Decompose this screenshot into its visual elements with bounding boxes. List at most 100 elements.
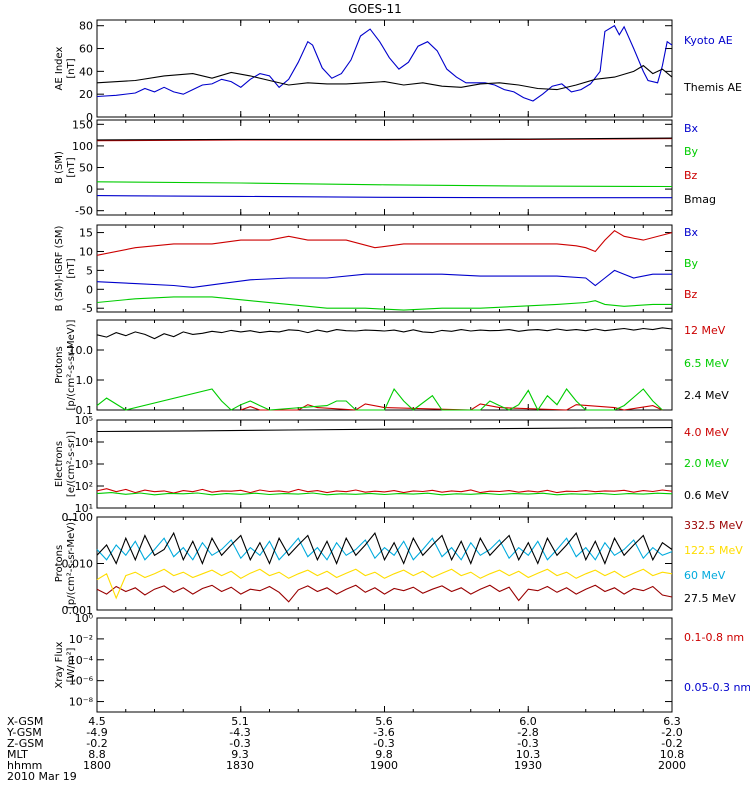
series-line [96, 269, 672, 288]
footer-value: -3.6 [373, 726, 394, 739]
series-line [96, 24, 673, 102]
legend-entry: Bz [684, 169, 698, 182]
footer-value: -0.2 [86, 737, 107, 750]
legend-entry: 6.5 MeV [684, 357, 729, 370]
y-tick-label: 5 [86, 264, 93, 277]
legend-entry: By [684, 145, 699, 158]
series-line [96, 64, 673, 91]
legend-entry: Kyoto AE [684, 34, 733, 47]
footer-row-label: hhmm [7, 759, 42, 772]
y-tick-label: 40 [79, 65, 93, 78]
footer-value: 5.1 [231, 715, 249, 728]
y-tick-label: 10⁵ [75, 414, 93, 427]
footer-value: 5.6 [375, 715, 393, 728]
y-tick-label: 100 [72, 140, 93, 153]
legend-entry: Bx [684, 122, 699, 135]
y-axis-label: [nT] [66, 157, 77, 177]
y-tick-label: 10⁻⁴ [69, 654, 94, 667]
y-axis-label: Protons [54, 346, 65, 383]
y-axis-label: [nT] [66, 58, 77, 78]
panel-5: 10¹ 10² 10³ 10⁴ 10⁵ Electrons [e/(cm²-s-sr)] 4.… [54, 414, 729, 515]
series-line [96, 427, 673, 433]
y-tick-label: 0.010 [62, 558, 94, 571]
panel-1: 0 20 40 60 80 AE Index [nT] Kyoto AE Themis AE [54, 19, 742, 124]
legend-entry: Bmag [684, 193, 716, 206]
footer-value: -4.3 [229, 726, 250, 739]
series-line [96, 327, 673, 340]
footer-value: 2000 [658, 759, 686, 772]
panel-frame [96, 516, 673, 611]
y-tick-label: -50 [75, 205, 93, 218]
y-tick-label: -5 [82, 302, 93, 315]
y-tick-label: 80 [79, 20, 93, 33]
panel-frame [96, 19, 673, 118]
series-line [96, 195, 672, 199]
footer-value: 1900 [370, 759, 398, 772]
y-tick-label: 10.0 [69, 344, 94, 357]
panel-3: -5 0 5 10 15 B (SM)-IGRF (SM) [nT] Bx By Bz [54, 224, 699, 315]
panel-4: 0.1 1.0 10.0 Protons [p/(cm²-s-sr-MeV)] 12 Me… [54, 319, 729, 417]
footer-value: 8.8 [88, 748, 106, 761]
legend-entry: Themis AE [683, 81, 742, 94]
footer-row-label: X-GSM [7, 715, 43, 728]
footer-value: 10.3 [516, 748, 541, 761]
y-tick-label: 10⁻² [69, 633, 93, 646]
y-axis-label: Protons [54, 545, 65, 582]
panel-frame [96, 617, 673, 713]
y-tick-label: 10⁻⁸ [69, 696, 94, 709]
series-line [96, 584, 673, 603]
y-tick-label: 10⁻⁶ [69, 675, 94, 688]
legend-entry: 4.0 MeV [684, 426, 729, 439]
legend-entry: Bx [684, 226, 699, 239]
footer-date: 2010 Mar 19 [7, 770, 77, 783]
footer-value: -0.3 [373, 737, 394, 750]
series-line [96, 181, 673, 188]
y-tick-label: 0.1 [76, 404, 94, 417]
legend-entry: 332.5 MeV [684, 519, 743, 532]
series-line [96, 492, 673, 496]
footer-value: 9.3 [231, 748, 249, 761]
y-tick-label: 0.100 [62, 511, 94, 524]
footer-row-label: MLT [7, 748, 28, 761]
y-tick-label: 1.0 [76, 374, 94, 387]
y-tick-label: 0 [86, 283, 93, 296]
legend-entry: 2.0 MeV [684, 457, 729, 470]
legend-entry: 0.6 MeV [684, 489, 729, 502]
footer-value: 10.8 [660, 748, 685, 761]
series-line [96, 531, 673, 565]
series-line [96, 537, 673, 561]
y-axis-label: Electrons [54, 441, 65, 487]
y-axis-label: AE Index [54, 46, 65, 90]
legend-entry: 12 MeV [684, 324, 726, 337]
y-axis-label: [e/(cm²-s-sr)] [66, 431, 77, 497]
series-line [96, 296, 672, 311]
panel-2: -50 0 50 100 150 B (SM) [nT] Bx By Bz Bmag [54, 118, 716, 217]
legend-entry: By [684, 257, 699, 270]
footer-value: -2.0 [661, 726, 682, 739]
y-tick-label: 0.001 [62, 604, 94, 617]
footer-value: 1800 [83, 759, 111, 772]
footer-value: -4.9 [86, 726, 107, 739]
y-axis-label: [p/(cm²-s-sr-MeV)] [66, 319, 77, 410]
footer-value: -0.3 [517, 737, 538, 750]
legend-entry: 0.05-0.3 nm [684, 681, 750, 694]
footer-value: 4.5 [88, 715, 106, 728]
footer-value: 9.8 [375, 748, 393, 761]
legend-entry: 2.4 MeV [684, 389, 729, 402]
y-tick-label: 10⁴ [75, 436, 94, 449]
y-axis-label: [nT] [66, 258, 77, 278]
y-axis-label: [W/m²] [66, 647, 77, 682]
y-tick-label: 10³ [75, 458, 93, 471]
panel-6: 0.001 0.010 0.100 Protons [p/(cm²-s-sr-MeV)]… [54, 511, 743, 617]
footer-row-label: Z-GSM [7, 737, 44, 750]
y-tick-label: 10⁰ [75, 612, 94, 625]
plot-title: GOES-11 [348, 2, 402, 16]
y-axis-label: Xray Flux [54, 641, 65, 688]
legend-entry: 122.5 MeV [684, 544, 743, 557]
y-tick-label: 150 [72, 118, 93, 131]
footer-value: 6.3 [663, 715, 681, 728]
y-tick-label: 10² [75, 480, 93, 493]
series-line [96, 387, 663, 412]
